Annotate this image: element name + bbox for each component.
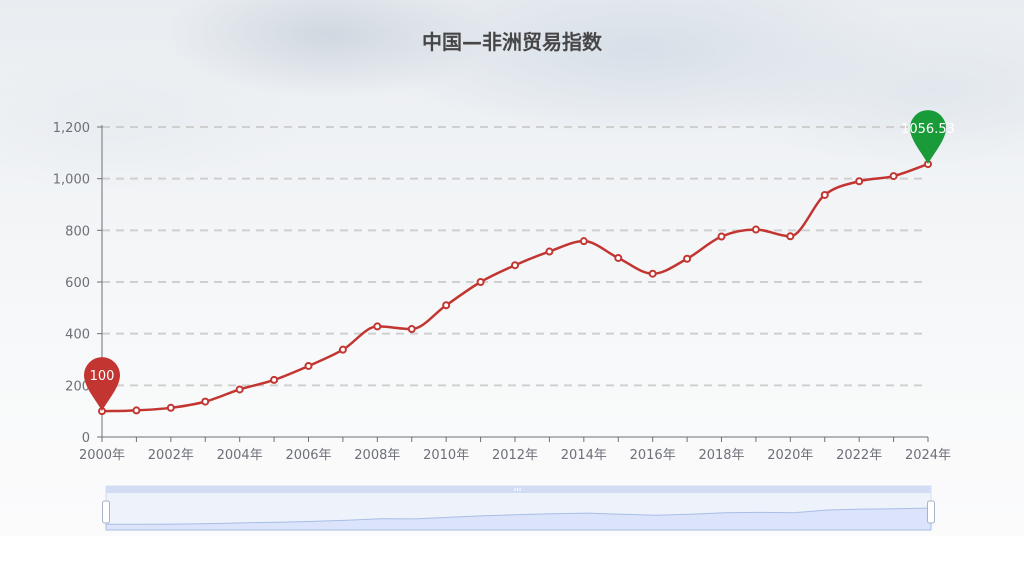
data-point [304,361,313,370]
y-tick-label: 0 [82,431,90,446]
data-point [132,406,141,415]
y-tick-label: 1,000 [53,173,90,188]
x-tick-label: 2018年 [698,448,744,463]
data-zoom-slider[interactable] [102,485,935,531]
data-point [545,247,554,256]
data-point [648,269,657,278]
data-point [511,261,519,270]
x-tick-label: 2014年 [561,448,607,463]
x-tick-label: 2008年 [354,448,400,463]
data-point [820,190,829,199]
data-points [98,160,932,416]
marker-pin-shape [84,357,120,412]
x-tick-label: 2004年 [217,448,263,463]
grid-lines [102,126,928,387]
data-point [270,375,279,384]
zoom-preview-area [105,507,932,531]
x-tick-label: 2010年 [423,448,469,463]
zoom-grip [514,488,516,491]
zoom-handle[interactable] [927,500,935,524]
data-point [407,325,416,334]
x-tick-label: 2016年 [630,448,676,463]
x-tick-label: 2002年 [148,448,194,463]
data-point [373,322,382,331]
x-tick-label: 2012年 [492,448,538,463]
data-point [717,232,726,241]
x-tick-label: 2024年 [905,448,951,463]
chart-stage: 中国—非洲贸易指数 0 200 400 600 800 1,000 1,200 2000年 2… [0,0,1024,536]
x-tick-label: 2006年 [285,448,331,463]
data-point [614,253,623,262]
data-point [889,172,898,181]
y-axis: 0 200 400 600 800 1,000 1,200 [53,121,103,446]
y-tick-label: 200 [65,379,90,394]
x-axis: 2000年 2002年 2004年 2006年 2008年 2010年 2012年 2014年… [79,436,951,463]
y-tick-label: 400 [65,328,90,343]
markers: 100 1056.53 [84,110,955,412]
x-tick-label: 2022年 [836,448,882,463]
marker-pin: 1056.53 [901,110,955,165]
marker-pin-shape [910,110,946,165]
data-point [751,225,760,234]
data-point [166,403,175,412]
zoom-grip [519,488,521,491]
x-tick-label: 2020年 [767,448,813,463]
data-point [235,385,244,394]
data-point [683,254,692,263]
y-tick-label: 1,200 [53,121,90,136]
y-tick-label: 800 [65,224,90,239]
zoom-move-bar[interactable] [106,486,931,493]
data-point [786,232,795,241]
data-point [442,301,451,310]
data-point [476,278,485,286]
chart-title: 中国—非洲贸易指数 [422,30,602,54]
zoom-handle[interactable] [102,500,110,524]
x-tick-label: 2000年 [79,448,125,463]
y-tick-label: 600 [65,276,90,291]
data-point [201,397,210,406]
data-point [855,177,864,186]
marker-label: 1056.53 [901,122,955,137]
marker-label: 100 [90,369,115,384]
zoom-grip [517,488,518,491]
data-point [579,237,588,246]
marker-pin: 100 [84,357,120,412]
data-point [338,345,347,354]
series-line [101,162,929,413]
